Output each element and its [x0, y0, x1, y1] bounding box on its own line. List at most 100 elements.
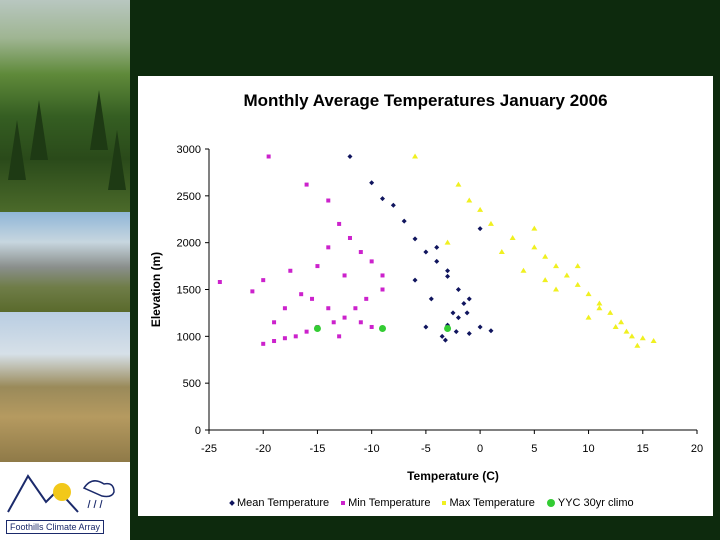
data-point [453, 329, 459, 335]
data-point [623, 328, 630, 334]
data-point [337, 221, 342, 226]
data-point [442, 337, 448, 343]
data-point [639, 335, 646, 341]
x-axis-label: Temperature (C) [407, 469, 499, 483]
data-point [272, 339, 277, 344]
data-point [310, 296, 315, 301]
data-point [379, 324, 387, 332]
data-point [353, 306, 358, 311]
y-tick-label: 500 [183, 378, 201, 390]
data-point [313, 324, 321, 332]
data-point [412, 277, 418, 283]
photo-mountain-forest [0, 0, 130, 212]
data-point [282, 336, 287, 341]
tree-shape [30, 100, 48, 160]
data-point [509, 234, 516, 240]
data-point [434, 258, 440, 264]
data-point [304, 182, 309, 187]
photo-strip: Foothills Climate Array [0, 0, 130, 540]
y-tick-label: 3000 [177, 144, 201, 156]
data-point [380, 287, 385, 292]
x-tick-label: 20 [691, 443, 703, 455]
data-point [380, 273, 385, 278]
chart-legend: Mean Temperature Min Temperature Max Tempe… [229, 494, 670, 512]
data-point [380, 196, 386, 202]
chart-panel: Monthly Average Temperatures January 200… [138, 76, 713, 516]
data-point [434, 244, 440, 250]
data-point [364, 296, 369, 301]
data-point [574, 263, 581, 269]
legend-label: Mean Temperature [237, 497, 330, 509]
data-point [444, 239, 451, 245]
y-tick-label: 1000 [177, 331, 201, 343]
data-point [607, 309, 614, 315]
data-point [477, 206, 484, 212]
data-point [466, 197, 473, 203]
legend-item: Max Temperature [442, 497, 535, 509]
data-point [342, 315, 347, 320]
data-point [358, 320, 363, 325]
data-point [520, 267, 527, 273]
data-point [261, 278, 266, 283]
data-point [596, 300, 603, 306]
x-tick-label: 5 [531, 443, 537, 455]
data-point [428, 296, 434, 302]
data-point [585, 291, 592, 297]
data-point [288, 268, 293, 273]
legend-swatch [341, 501, 346, 505]
data-point [450, 310, 456, 316]
x-tick-label: -25 [201, 443, 217, 455]
legend-swatch [442, 501, 447, 505]
data-point [487, 220, 494, 226]
logo-icon [7, 474, 115, 513]
data-point [412, 236, 418, 242]
x-tick-label: -15 [309, 443, 325, 455]
legend-item: YYC 30yr climo [546, 497, 634, 509]
data-point [439, 333, 445, 339]
data-point [423, 324, 429, 330]
data-point [466, 331, 472, 337]
data-point [628, 333, 635, 339]
y-axis-label: Elevation (m) [149, 252, 163, 327]
data-point [445, 268, 451, 274]
legend-label: YYC 30yr climo [557, 497, 634, 509]
legend-swatch [546, 499, 555, 507]
legend-label: Max Temperature [449, 497, 535, 509]
data-point [304, 329, 309, 334]
tree-shape [90, 90, 108, 150]
data-point [488, 328, 494, 334]
data-point [347, 153, 353, 159]
data-point [250, 289, 255, 294]
photo-valley-station [0, 212, 130, 312]
data-point [455, 181, 462, 187]
data-point [326, 245, 331, 250]
data-point [498, 249, 505, 255]
data-point [390, 202, 396, 208]
data-point [455, 287, 461, 292]
data-point [574, 281, 581, 287]
data-point [266, 154, 271, 159]
data-point [369, 259, 374, 264]
data-point [634, 342, 641, 348]
data-point [282, 306, 287, 311]
data-point [650, 338, 657, 344]
data-point [272, 320, 277, 325]
data-point [563, 272, 570, 278]
data-point [412, 153, 419, 159]
x-tick-label: 15 [637, 443, 649, 455]
data-point [531, 225, 538, 231]
data-point [326, 306, 331, 311]
data-point [423, 249, 429, 255]
data-point [444, 324, 452, 332]
logo-text: Foothills Climate Array [6, 520, 105, 534]
data-point [596, 305, 603, 311]
data-point [531, 244, 538, 250]
data-point [337, 334, 342, 339]
data-point [466, 296, 472, 302]
data-point [347, 235, 352, 240]
x-tick-label: -10 [364, 443, 380, 455]
data-point [293, 334, 298, 339]
legend-item: Mean Temperature [229, 497, 330, 509]
data-point [445, 273, 451, 279]
photo-prairie-station [0, 312, 130, 462]
